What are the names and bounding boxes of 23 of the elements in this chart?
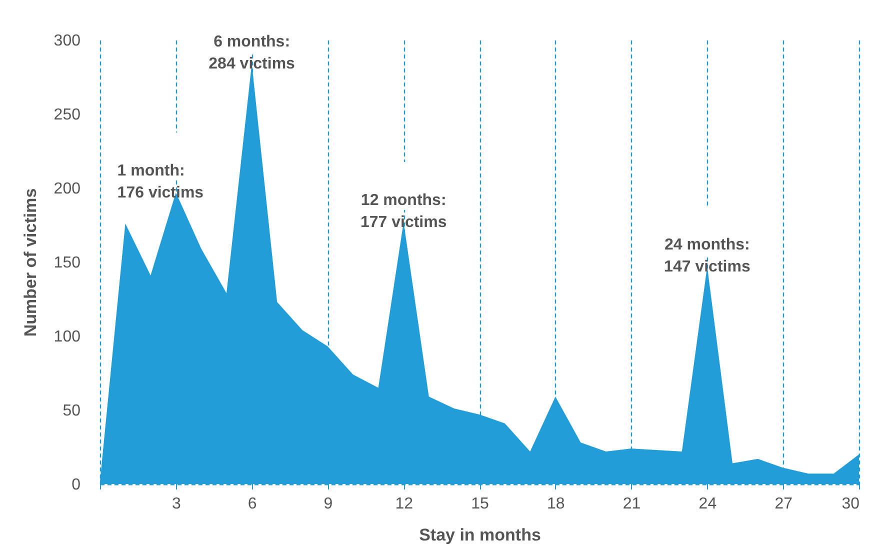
y-tick-label: 200 xyxy=(54,180,81,198)
annotation: 12 months: 177 victims xyxy=(360,192,447,232)
y-tick-label: 0 xyxy=(72,476,81,494)
y-tick-label: 250 xyxy=(54,106,81,124)
x-tick-label: 3 xyxy=(172,496,181,512)
y-tick-label: 50 xyxy=(62,402,81,420)
x-tick-label: 24 xyxy=(698,496,717,512)
x-axis-title: Stay in months xyxy=(419,526,541,544)
x-tick-label: 9 xyxy=(324,496,333,512)
annotation: 1 month: 176 victims xyxy=(117,162,204,202)
x-tick-label: 21 xyxy=(622,496,641,512)
x-tick-label: 6 xyxy=(248,496,257,512)
annotation: 6 months: 284 victims xyxy=(208,34,296,73)
y-tick-label: 100 xyxy=(54,328,81,346)
y-tick-label: 150 xyxy=(54,254,81,272)
x-tick-label: 18 xyxy=(547,496,565,512)
y-tick-label: 300 xyxy=(54,32,81,50)
x-tick-label: 12 xyxy=(395,496,414,512)
x-tick-label: 30 xyxy=(842,496,860,512)
x-tick-label: 27 xyxy=(774,496,793,512)
annotation: 24 months: 147 victims xyxy=(664,236,750,276)
x-tick-label: 15 xyxy=(471,496,489,512)
y-axis-title: Number of victims xyxy=(20,188,40,337)
